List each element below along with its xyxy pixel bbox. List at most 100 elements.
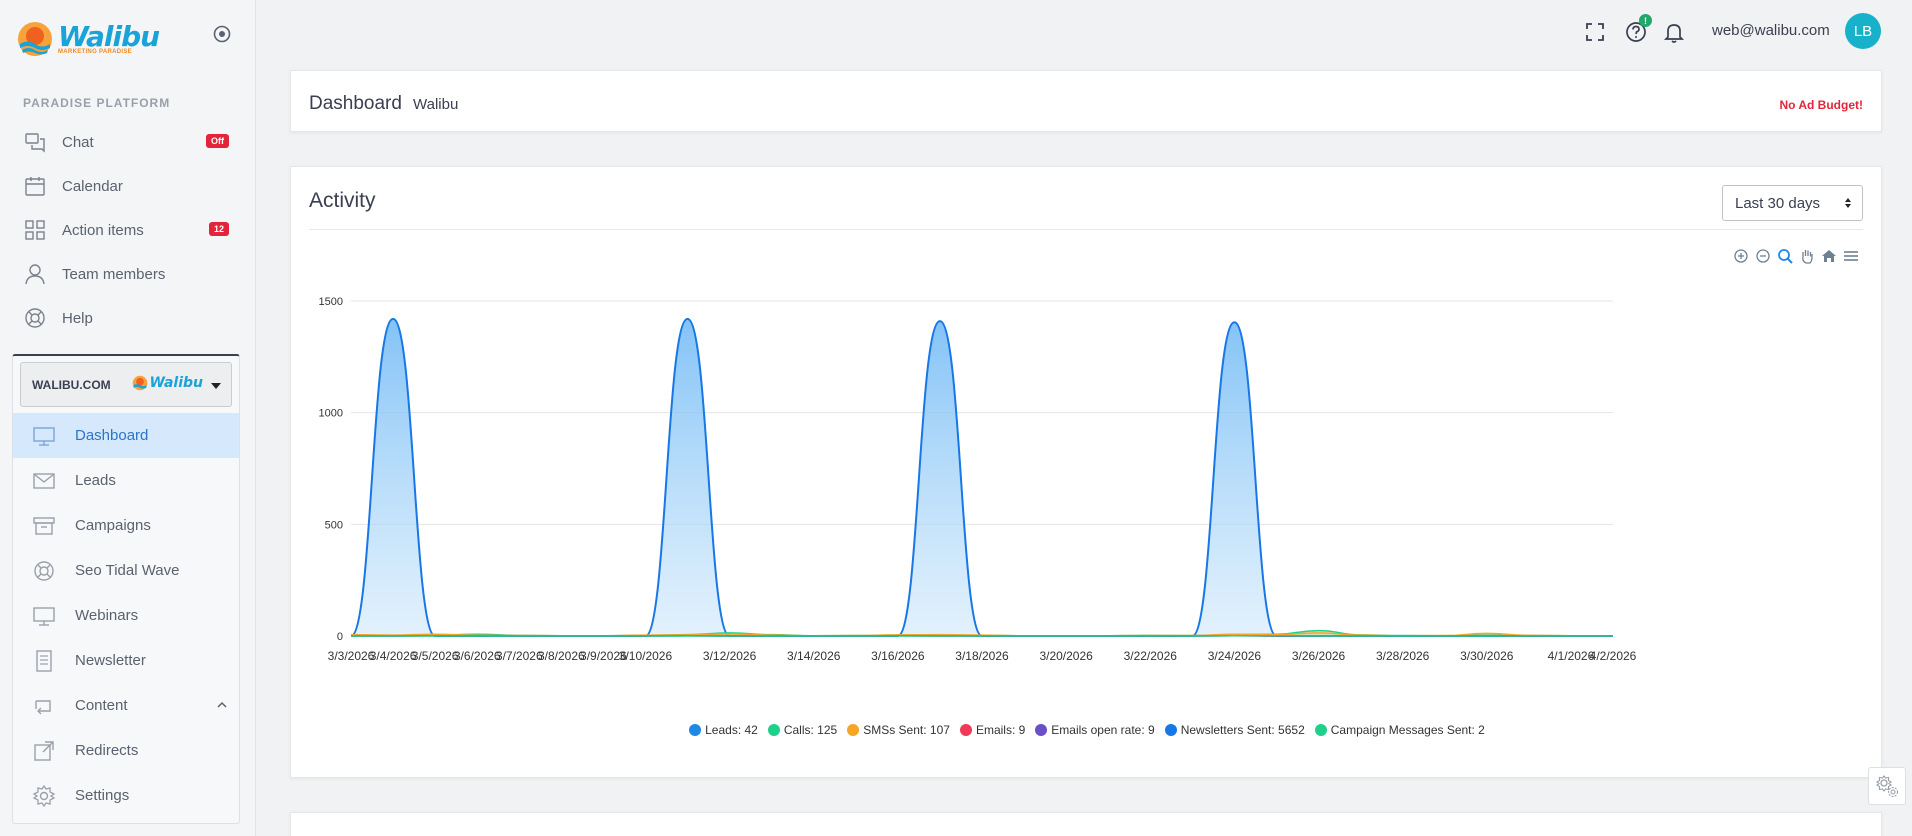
site-logo: Walibu (131, 374, 203, 392)
action-items-count-badge: 12 (208, 222, 229, 236)
envelope-icon (33, 472, 55, 489)
user-email[interactable]: web@walibu.com (1712, 22, 1830, 39)
sidebar-item-chat[interactable]: Chat Off (0, 120, 256, 164)
sidebar-item-leads[interactable]: Leads (13, 458, 239, 503)
calendar-icon (25, 177, 45, 196)
sort-arrows-icon (1845, 198, 1851, 208)
legend-item[interactable]: Campaign Messages Sent: 2 (1314, 723, 1485, 737)
zoom-in-icon[interactable] (1732, 247, 1750, 265)
sidebar-item-calendar[interactable]: Calendar (0, 164, 256, 208)
legend-label: Campaign Messages Sent: 2 (1330, 723, 1485, 737)
sidebar-item-label: Help (62, 309, 93, 327)
sidebar-item-team-members[interactable]: Team members (0, 252, 256, 296)
legend-label: Emails: 9 (975, 723, 1026, 737)
fullscreen-icon[interactable] (1583, 20, 1607, 44)
date-range-value: Last 30 days (1735, 194, 1821, 212)
next-card (290, 812, 1882, 836)
series-area (351, 630, 1613, 636)
brand-logo[interactable]: Walibu MARKETING PARADISE (14, 18, 160, 60)
chat-status-badge: Off (206, 134, 229, 148)
gears-icon (1876, 775, 1899, 798)
x-tick-label: 3/3/2026 (328, 649, 375, 663)
legend-item[interactable]: Emails: 9 (959, 723, 1026, 737)
brand-text: Walibu MARKETING PARADISE (58, 23, 160, 56)
activity-title: Activity (309, 189, 376, 212)
sidebar-item-newsletter[interactable]: Newsletter (13, 638, 239, 683)
home-icon[interactable] (1820, 247, 1838, 265)
legend-item[interactable]: Emails open rate: 9 (1035, 723, 1155, 737)
repeat-icon (35, 699, 51, 714)
sidebar: Walibu MARKETING PARADISE PARADISE PLATF… (0, 0, 256, 836)
sidebar-item-label: Chat (62, 133, 94, 151)
sidebar-item-label: Dashboard (75, 427, 149, 444)
legend-label: SMSs Sent: 107 (863, 723, 950, 737)
y-tick-label: 0 (337, 631, 343, 643)
pan-hand-icon[interactable] (1798, 247, 1816, 265)
document-icon (36, 649, 52, 672)
zoom-out-icon[interactable] (1754, 247, 1772, 265)
help-icon[interactable] (1624, 20, 1648, 44)
chat-icon (25, 133, 45, 153)
sidebar-item-label: Action items (62, 221, 144, 239)
sidebar-item-content[interactable]: Content (13, 683, 239, 728)
sidebar-item-campaigns[interactable]: Campaigns (13, 503, 239, 548)
monitor-icon (33, 606, 55, 626)
sidebar-item-label: Content (75, 697, 128, 714)
avatar[interactable]: LB (1845, 13, 1881, 49)
ad-budget-warning[interactable]: No Ad Budget! (1779, 98, 1863, 112)
sidebar-item-label: Campaigns (75, 517, 151, 534)
section-title: PARADISE PLATFORM (23, 96, 171, 110)
legend-item[interactable]: Leads: 42 (689, 723, 758, 737)
help-notification-badge: ! (1639, 14, 1652, 27)
dashboard-header-card: Dashboard Walibu No Ad Budget! (290, 70, 1882, 132)
main-nav: Chat Off Calendar Action items 12 Team m… (0, 120, 256, 340)
bell-icon[interactable] (1662, 20, 1686, 44)
site-selector[interactable]: WALIBU.COM Walibu (20, 362, 232, 407)
page-subtitle: Walibu (413, 96, 459, 113)
activity-chart[interactable]: 0 500 1000 1500 3/3/20263/4/20263/5/20263/6/… (291, 257, 1883, 697)
x-tick-label: 3/9/2026 (580, 649, 627, 663)
y-tick-label: 1000 (319, 408, 343, 420)
x-tick-label: 3/6/2026 (454, 649, 501, 663)
menu-icon[interactable] (1842, 247, 1860, 265)
x-tick-label: 3/14/2026 (787, 649, 841, 663)
legend-label: Emails open rate: 9 (1051, 723, 1155, 737)
sidebar-item-webinars[interactable]: Webinars (13, 593, 239, 638)
page-title: Dashboard (309, 93, 402, 114)
sidebar-item-label: Redirects (75, 742, 139, 759)
sidebar-item-help[interactable]: Help (0, 296, 256, 340)
sidebar-item-seo-tidal-wave[interactable]: Seo Tidal Wave (13, 548, 239, 593)
x-tick-label: 3/28/2026 (1376, 649, 1430, 663)
x-tick-label: 4/1/2026 (1548, 649, 1595, 663)
date-range-select[interactable]: Last 30 days (1722, 185, 1863, 221)
sidebar-item-label: Newsletter (75, 652, 146, 669)
legend-dot-icon (689, 724, 702, 736)
sidebar-item-dashboard[interactable]: Dashboard (13, 413, 239, 458)
sidebar-item-settings[interactable]: Settings (13, 773, 239, 818)
monitor-icon (33, 426, 55, 446)
legend-item[interactable]: Calls: 125 (767, 723, 838, 737)
legend-label: Calls: 125 (783, 723, 838, 737)
sidebar-item-redirects[interactable]: Redirects (13, 728, 239, 773)
x-tick-label: 3/8/2026 (538, 649, 585, 663)
legend-dot-icon (1164, 724, 1177, 736)
site-panel: WALIBU.COM Walibu Dashboard Leads Campai… (12, 354, 240, 824)
sun-logo-icon (18, 22, 52, 56)
magnifier-icon[interactable] (1776, 247, 1794, 265)
sidebar-item-label: Seo Tidal Wave (75, 562, 180, 579)
settings-fab[interactable] (1868, 767, 1906, 805)
legend-item[interactable]: SMSs Sent: 107 (847, 723, 950, 737)
x-tick-label: 3/12/2026 (703, 649, 757, 663)
collapse-sidebar-icon[interactable] (212, 24, 232, 44)
x-tick-label: 3/30/2026 (1460, 649, 1514, 663)
activity-card: Activity Last 30 days 0 500 1000 1500 3/3/20… (290, 166, 1882, 778)
sidebar-item-label: Calendar (62, 177, 123, 195)
chevron-up-icon[interactable] (217, 700, 227, 710)
legend-item[interactable]: Newsletters Sent: 5652 (1164, 723, 1305, 737)
site-selector-value: WALIBU.COM (32, 377, 111, 392)
lifebuoy-icon (34, 560, 54, 581)
sidebar-item-action-items[interactable]: Action items 12 (0, 208, 256, 252)
legend-label: Leads: 42 (705, 723, 758, 737)
gear-icon (33, 784, 55, 807)
x-tick-label: 3/18/2026 (955, 649, 1009, 663)
